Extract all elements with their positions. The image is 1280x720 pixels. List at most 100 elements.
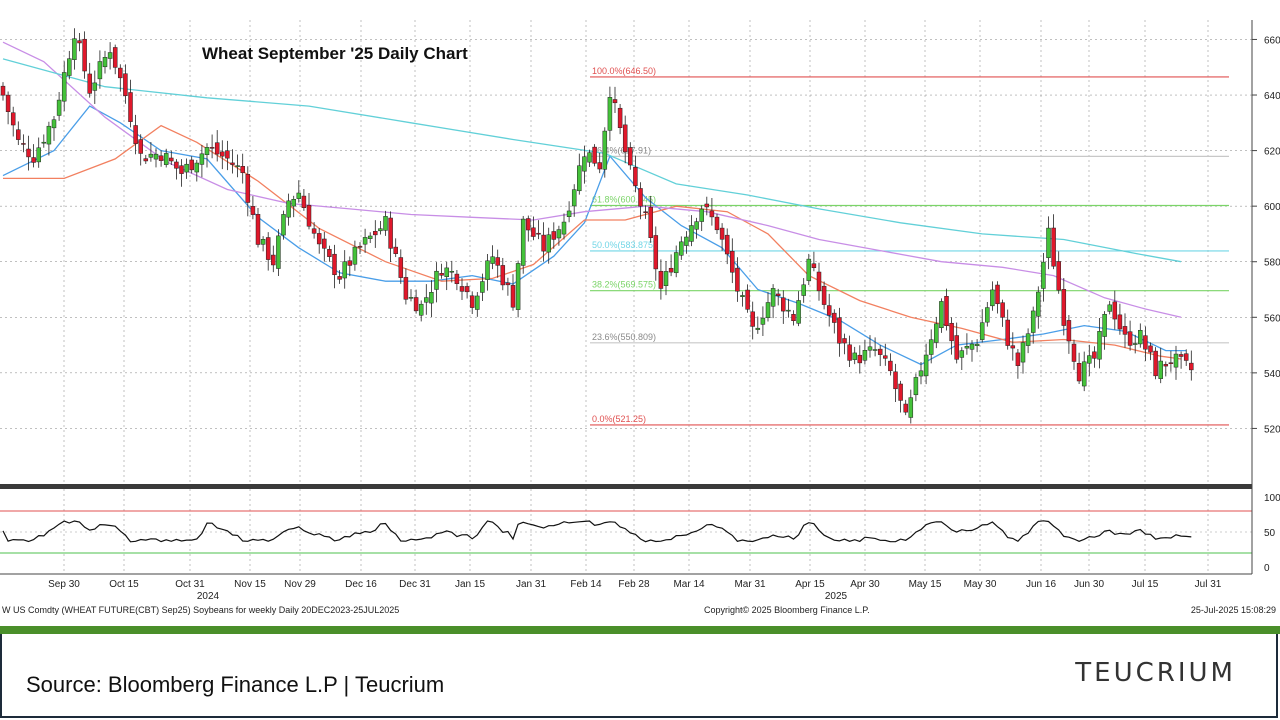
candle-down [1000, 302, 1005, 318]
candle-up [520, 218, 526, 266]
candle-up [908, 397, 914, 418]
candle-up [204, 147, 210, 155]
candle-down [775, 293, 781, 296]
time-tick-label: Oct 15 [109, 579, 139, 590]
candle-down [5, 94, 11, 112]
candle-down [123, 73, 128, 96]
candle-down [847, 344, 852, 361]
candle-down [1148, 345, 1153, 353]
candle-down [781, 297, 786, 312]
candles [0, 28, 1194, 424]
candle-down [949, 322, 954, 342]
candle-down [1112, 301, 1118, 320]
candle-down [954, 335, 959, 360]
candle-down [316, 233, 322, 245]
candle-down [1117, 314, 1123, 330]
candle-down [526, 218, 531, 231]
grid [0, 20, 1252, 574]
time-tick-label: Mar 14 [673, 579, 705, 590]
candle-down [714, 216, 720, 231]
candle-up [67, 58, 72, 76]
candle-down [174, 161, 179, 169]
candle-up [923, 354, 929, 377]
candle-up [1041, 261, 1046, 289]
candle-up [444, 267, 449, 277]
candle-down [332, 253, 337, 276]
price-tick-label: 620 [1264, 147, 1280, 158]
candle-up [1097, 331, 1102, 360]
candle-down [883, 355, 888, 359]
candle-up [806, 258, 812, 281]
candle-down [1143, 335, 1148, 350]
fib-label: 50.0%(583.875) [592, 240, 656, 250]
candle-up [281, 214, 286, 236]
candle-up [862, 350, 868, 361]
candle-down [230, 162, 235, 165]
candle-down [240, 166, 245, 174]
candle-up [291, 199, 296, 207]
candle-down [837, 317, 842, 344]
footer: Source: Bloomberg Finance L.P | Teucrium… [0, 634, 1278, 718]
candle-up [663, 271, 669, 286]
candle-down [1056, 261, 1061, 291]
candle-up [1107, 304, 1112, 312]
candle-up [546, 234, 551, 253]
candle-up [490, 256, 495, 264]
candle-down [541, 234, 546, 252]
fib-label: 0.0%(521.25) [592, 414, 646, 424]
candle-up [1173, 353, 1179, 368]
candle-down [189, 159, 194, 171]
candle-down [337, 276, 342, 280]
candle-down [0, 85, 6, 96]
candle-down [745, 289, 750, 310]
candle-up [684, 236, 689, 246]
candle-down [505, 282, 511, 286]
candle-down [179, 165, 184, 174]
time-axis: Sep 30 Oct 15 Oct 31 Nov 15 Nov 29 Dec 16 Dec … [48, 579, 1222, 602]
candle-down [995, 284, 1000, 305]
candle-up [199, 153, 205, 165]
candle-down [597, 162, 602, 170]
fib-label: 100.0%(646.50) [592, 66, 656, 76]
time-tick-label: Feb 14 [570, 579, 602, 590]
candle-down [388, 217, 393, 249]
footer-center-text: Copyright© 2025 Bloomberg Finance L.P. [704, 605, 870, 615]
candle-down [301, 195, 307, 208]
candle-up [969, 343, 975, 350]
candle-down [628, 147, 633, 166]
candle-down [1066, 320, 1072, 342]
footer-right-text: 25-Jul-2025 15:08:29 [1191, 605, 1276, 615]
oscillator [0, 510, 1252, 554]
candle-up [97, 61, 103, 80]
candle-down [633, 167, 638, 186]
candle-down [893, 371, 898, 390]
price-tick-label: 660 [1264, 35, 1280, 46]
candle-up [913, 377, 919, 396]
candle-up [689, 225, 694, 242]
candle-down [311, 228, 317, 234]
candle-up [480, 281, 485, 293]
candle-up [1025, 333, 1031, 346]
candle-up [755, 327, 761, 330]
candle-down [668, 267, 674, 273]
candle-down [357, 246, 363, 248]
candle-up [515, 263, 521, 310]
candle-up [582, 156, 587, 172]
candle-down [612, 99, 618, 104]
candle-up [587, 152, 592, 163]
candle-down [510, 285, 516, 308]
candle-up [1138, 329, 1143, 345]
candle-down [209, 147, 215, 149]
candle-up [72, 38, 77, 60]
candle-down [464, 286, 470, 293]
oscillator-tick-label: 50 [1264, 528, 1276, 539]
candle-up [434, 270, 439, 290]
candle-up [673, 252, 679, 274]
candle-down [1168, 362, 1174, 364]
candle-down [112, 47, 118, 68]
fib-label: 38.2%(569.575) [592, 280, 656, 290]
candle-up [571, 189, 577, 207]
candle-down [551, 231, 557, 240]
candle-down [21, 143, 26, 145]
candle-up [92, 82, 98, 91]
